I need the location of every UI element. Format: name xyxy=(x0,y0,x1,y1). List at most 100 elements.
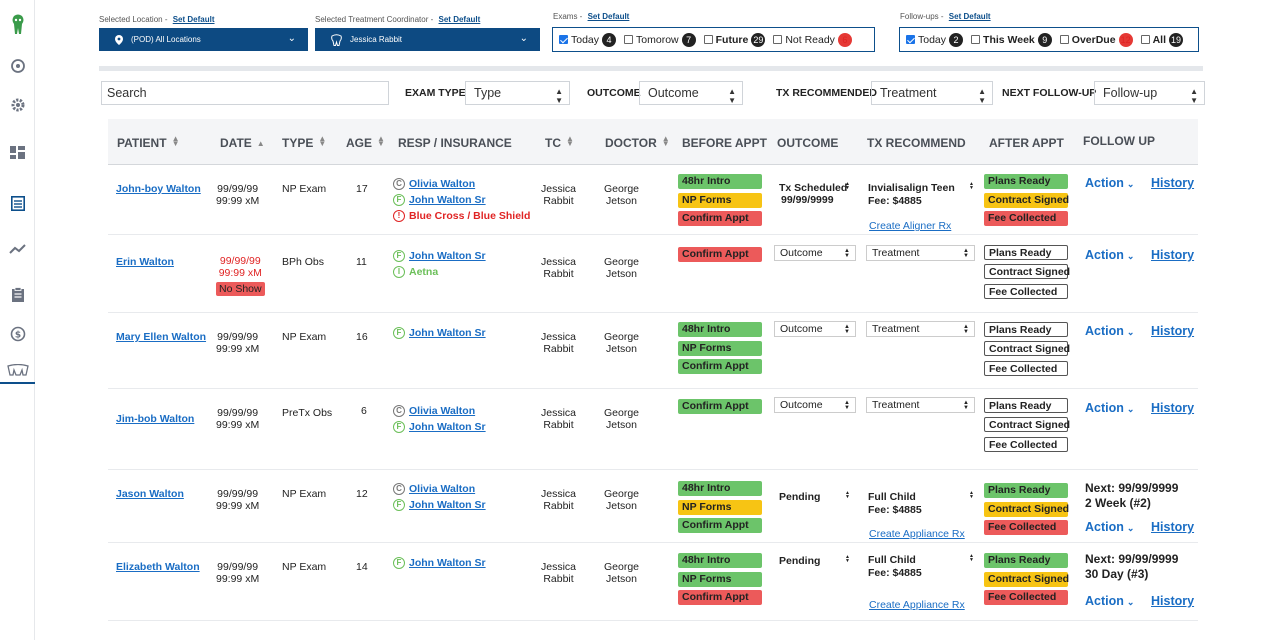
after-appt-status-contract-signed[interactable]: Contract Signed xyxy=(984,501,1069,517)
history-link[interactable]: History xyxy=(1151,401,1195,415)
create-rx-link[interactable]: Create Appliance Rx xyxy=(869,528,965,540)
history-link[interactable]: History xyxy=(1151,520,1195,534)
patient-name-link[interactable]: Erin Walton xyxy=(116,256,174,268)
sort-icon[interactable]: ▲ ▼ xyxy=(661,134,670,148)
before-appt-status-np-forms[interactable]: NP Forms xyxy=(678,192,762,208)
action-menu-button[interactable]: Action ⌄ xyxy=(1085,594,1134,608)
checkbox-icon[interactable] xyxy=(1140,35,1150,44)
insurance-name[interactable]: Olivia Walton xyxy=(409,405,476,417)
exams-checkbox-not-ready[interactable]: Not Ready 6 xyxy=(773,32,852,47)
checkbox-icon[interactable] xyxy=(624,35,634,44)
history-link[interactable]: History xyxy=(1151,176,1195,190)
before-appt-status-48hr-intro[interactable]: 48hr Intro xyxy=(678,481,762,496)
search-input[interactable]: Search xyxy=(101,81,389,105)
after-appt-status-contract-signed[interactable]: Contract Signed xyxy=(984,192,1069,208)
insurance-name[interactable]: John Walton Sr xyxy=(409,499,486,511)
after-appt-status-plans-ready[interactable]: Plans Ready xyxy=(984,322,1068,337)
action-menu-button[interactable]: Action ⌄ xyxy=(1085,324,1134,338)
action-menu-button[interactable]: Action ⌄ xyxy=(1085,176,1134,190)
history-link[interactable]: History xyxy=(1151,248,1195,262)
location-dropdown[interactable]: (POD) All Locations ⌄ xyxy=(99,28,308,51)
column-header-age[interactable]: AGE ▲ ▼ xyxy=(346,134,385,151)
outcome-status[interactable]: Pending ▲ ▼ xyxy=(779,491,850,504)
tx-recommend-select[interactable]: Treatment ▲ ▼ xyxy=(866,245,975,261)
outcome-select[interactable]: Outcome ▲ ▼ xyxy=(774,397,856,413)
create-rx-link[interactable]: Create Aligner Rx xyxy=(869,220,952,232)
tx-recommend-select[interactable]: Treatment ▲ ▼ xyxy=(866,397,975,413)
before-appt-status-48hr-intro[interactable]: 48hr Intro xyxy=(678,174,762,189)
history-link[interactable]: History xyxy=(1151,594,1195,608)
action-menu-button[interactable]: Action ⌄ xyxy=(1085,248,1134,262)
tx-recommend-detail[interactable]: Full Child Fee: $4885 ▲ ▼ xyxy=(868,491,974,517)
insurance-name[interactable]: John Walton Sr xyxy=(409,421,486,433)
before-appt-status-48hr-intro[interactable]: 48hr Intro xyxy=(678,322,762,337)
column-header-date[interactable]: DATE ▲ xyxy=(220,136,265,150)
patient-name-link[interactable]: Jason Walton xyxy=(116,488,184,500)
sort-icon[interactable]: ▲ ▼ xyxy=(171,134,180,148)
after-appt-status-plans-ready[interactable]: Plans Ready xyxy=(984,398,1068,413)
patient-name-link[interactable]: Mary Ellen Walton xyxy=(116,331,207,343)
insurance-name[interactable]: Olivia Walton xyxy=(409,483,476,495)
before-appt-status-confirm-appt[interactable]: Confirm Appt xyxy=(678,247,762,262)
location-set-default-link[interactable]: Set Default xyxy=(172,15,215,24)
create-rx-link[interactable]: Create Appliance Rx xyxy=(869,599,965,611)
action-menu-button[interactable]: Action ⌄ xyxy=(1085,520,1134,534)
before-appt-status-np-forms[interactable]: NP Forms xyxy=(678,499,762,515)
checkbox-icon[interactable] xyxy=(559,35,568,44)
insurance-name[interactable]: John Walton Sr xyxy=(409,327,486,339)
before-appt-status-confirm-appt[interactable]: Confirm Appt xyxy=(678,359,762,374)
outcome-select[interactable]: Outcome ▲ ▼ xyxy=(639,81,743,105)
followups-set-default-link[interactable]: Set Default xyxy=(948,12,991,21)
tx-recommended-select[interactable]: Treatment ▲ ▼ xyxy=(871,81,993,105)
after-appt-status-fee-collected[interactable]: Fee Collected xyxy=(984,283,1068,299)
tx-recommend-detail[interactable]: Full Child Fee: $4885 ▲ ▼ xyxy=(868,554,974,580)
exam-type-select[interactable]: Type ▲ ▼ xyxy=(465,81,570,105)
before-appt-status-confirm-appt[interactable]: Confirm Appt xyxy=(678,518,762,533)
chart-icon[interactable] xyxy=(0,236,35,262)
dashboard-icon[interactable] xyxy=(0,139,35,165)
insurance-name[interactable]: John Walton Sr xyxy=(409,194,486,206)
insurance-name[interactable]: Olivia Walton xyxy=(409,178,476,190)
patient-name-link[interactable]: John-boy Walton xyxy=(116,183,201,195)
after-appt-status-contract-signed[interactable]: Contract Signed xyxy=(984,417,1070,433)
before-appt-status-confirm-appt[interactable]: Confirm Appt xyxy=(678,590,762,605)
exams-checkbox-future[interactable]: Future 29 xyxy=(703,32,766,47)
after-appt-status-plans-ready[interactable]: Plans Ready xyxy=(984,245,1068,260)
after-appt-status-contract-signed[interactable]: Contract Signed xyxy=(984,264,1070,280)
after-appt-status-contract-signed[interactable]: Contract Signed xyxy=(984,341,1070,357)
patient-name-link[interactable]: Elizabeth Walton xyxy=(116,561,200,573)
after-appt-status-plans-ready[interactable]: Plans Ready xyxy=(984,483,1068,498)
sort-icon[interactable]: ▲ ▼ xyxy=(377,134,385,148)
outcome-select[interactable]: Outcome ▲ ▼ xyxy=(774,321,856,337)
before-appt-status-48hr-intro[interactable]: 48hr Intro xyxy=(678,553,762,568)
dollar-icon[interactable]: $ xyxy=(0,321,35,347)
exams-set-default-link[interactable]: Set Default xyxy=(587,12,630,21)
column-header-patient[interactable]: PATIENT ▲ ▼ xyxy=(117,134,180,151)
checkbox-icon[interactable] xyxy=(1059,35,1069,44)
after-appt-status-fee-collected[interactable]: Fee Collected xyxy=(984,360,1068,376)
sort-icon[interactable]: ▲ ▼ xyxy=(318,134,327,148)
target-icon[interactable] xyxy=(0,53,35,79)
insurance-name[interactable]: John Walton Sr xyxy=(409,250,486,262)
column-header-type[interactable]: TYPE ▲ ▼ xyxy=(282,134,327,151)
teeth-icon[interactable] xyxy=(0,358,35,384)
tx-recommend-select[interactable]: Treatment ▲ ▼ xyxy=(866,321,975,337)
insurance-name[interactable]: John Walton Sr xyxy=(409,557,486,569)
sort-icon[interactable]: ▲ xyxy=(256,139,265,148)
history-link[interactable]: History xyxy=(1151,324,1195,338)
outcome-status[interactable]: Pending ▲ ▼ xyxy=(779,555,850,568)
outcome-select[interactable]: Outcome ▲ ▼ xyxy=(774,245,856,261)
followups-checkbox-all[interactable]: All 19 xyxy=(1140,32,1184,47)
checkbox-icon[interactable] xyxy=(906,35,915,44)
after-appt-status-fee-collected[interactable]: Fee Collected xyxy=(984,590,1068,605)
column-header-tc[interactable]: TC ▲ ▼ xyxy=(545,135,574,151)
followups-checkbox-overdue[interactable]: OverDue 12 xyxy=(1059,32,1133,47)
after-appt-status-plans-ready[interactable]: Plans Ready xyxy=(984,553,1068,568)
patient-name-link[interactable]: Jim-bob Walton xyxy=(116,413,195,425)
next-followup-select[interactable]: Follow-up ▲ ▼ xyxy=(1094,81,1205,105)
exams-checkbox-today[interactable]: Today 4 xyxy=(559,32,617,47)
coordinator-dropdown[interactable]: Jessica Rabbit ⌄ xyxy=(315,28,540,51)
coordinator-set-default-link[interactable]: Set Default xyxy=(438,15,481,24)
list-icon[interactable] xyxy=(0,190,35,216)
checkbox-icon[interactable] xyxy=(703,35,713,44)
